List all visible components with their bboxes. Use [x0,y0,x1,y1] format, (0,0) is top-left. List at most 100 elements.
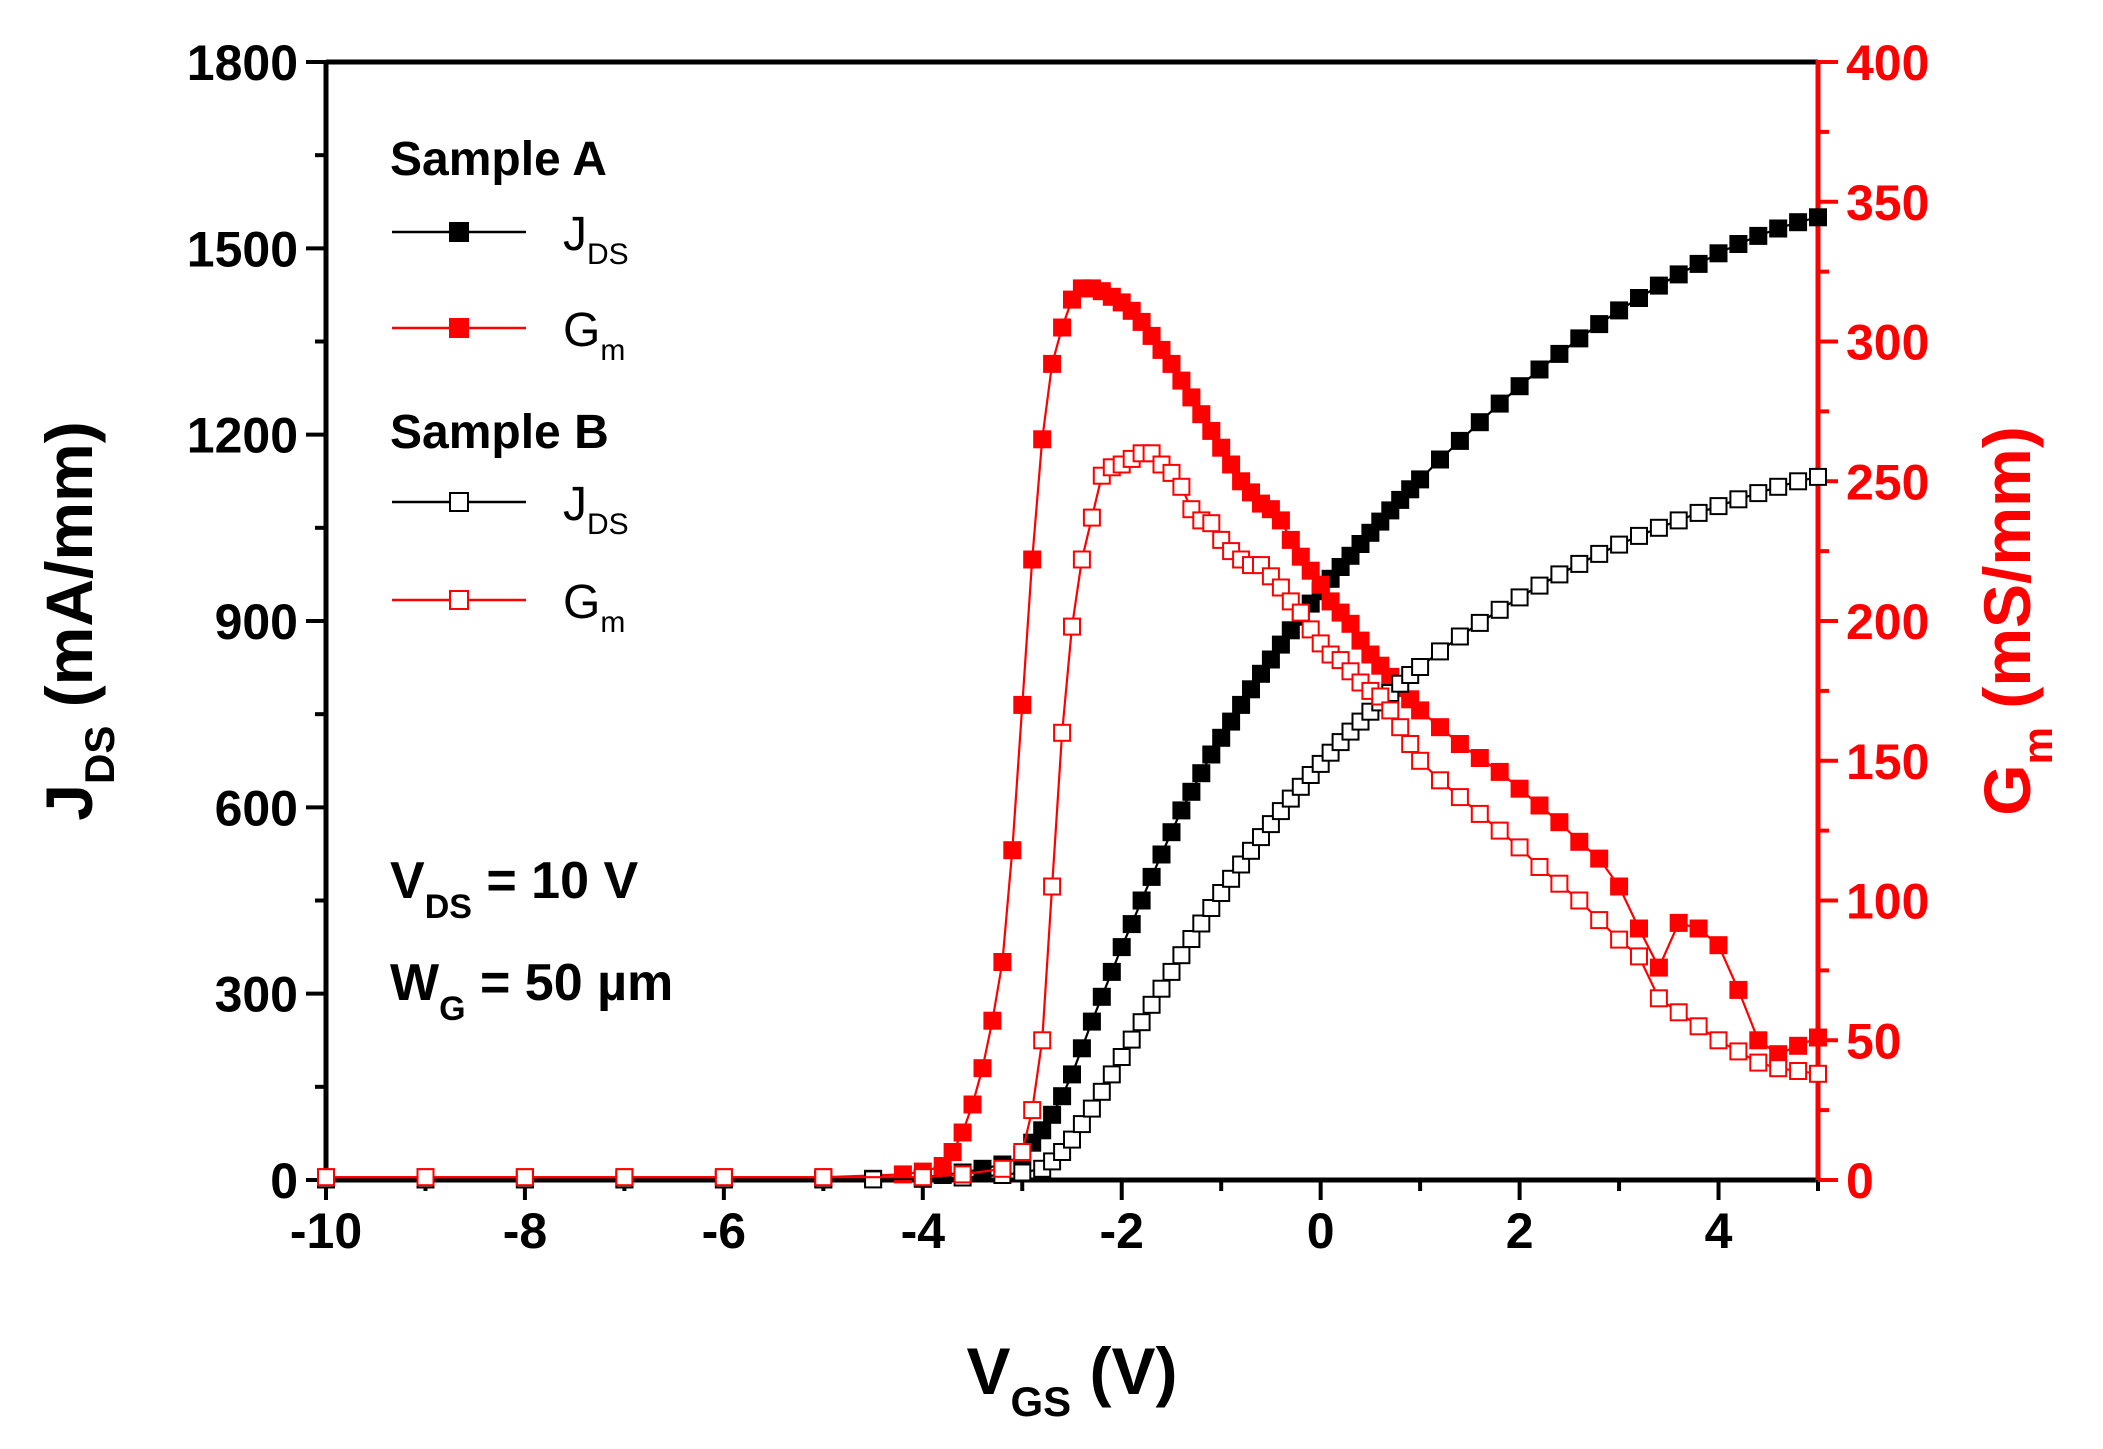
data-point [1132,1013,1151,1032]
data-point [1291,603,1310,622]
data-point [1072,1115,1091,1134]
data-point [1351,631,1370,650]
data-point [1082,1012,1101,1031]
data-point [1570,891,1589,910]
data-point [1132,312,1151,331]
ticks-layer: -10 -8 -6 -4 -2 0 2 4 0 300 600 900 1200 1500 1800 0 50 1… [187,35,1930,1259]
data-point [1610,930,1629,949]
y-left-tick-label: 600 [215,780,298,836]
data-point [1450,431,1469,450]
data-point [1132,891,1151,910]
data-point [416,1168,435,1187]
data-point [1142,995,1161,1014]
data-point [1809,1028,1827,1047]
data-point [1212,728,1231,747]
data-point [1689,1017,1708,1036]
data-point [1142,326,1161,345]
data-point [1769,477,1788,496]
data-point [1162,463,1181,482]
x-tick-label: 2 [1506,1203,1534,1259]
data-point [1033,1121,1052,1140]
data-point [1063,1130,1081,1149]
data-point [1411,701,1430,720]
annotation-wg: WG = 50 µm [390,954,673,1028]
data-point [1689,503,1708,522]
data-point [1122,915,1141,934]
y-right-tick-label: 200 [1846,594,1929,650]
legend: Sample A JDS Gm Sample B JDS Gm [390,133,629,639]
y-axis-title-right: Gm (mS/mm) [1970,426,2061,815]
data-point [1450,627,1469,646]
data-point [1053,318,1072,337]
legend-label-a-gm: Gm [563,304,625,367]
series-line [326,216,1819,1181]
data-point [1490,394,1509,413]
series-3 [317,444,1827,1187]
data-point [1689,919,1708,938]
data-point [1013,1143,1032,1161]
data-point [1082,1099,1101,1118]
y-left-tick-label: 1800 [187,35,298,91]
data-point [1092,1082,1111,1101]
data-point [1043,1105,1062,1124]
data-point [1102,1065,1121,1084]
data-point [1063,617,1081,636]
data-point [1649,989,1668,1008]
data-point [1669,511,1688,530]
data-point [1729,490,1748,509]
data-point [1152,845,1171,864]
data-point [1610,877,1629,896]
data-point [1630,947,1648,966]
data-point [1092,987,1111,1006]
legend-label-a-jds: JDS [563,208,629,271]
data-point [1649,518,1668,537]
data-point [1431,450,1449,469]
data-point [1172,946,1191,965]
data-point [1242,841,1260,860]
data-point [1789,1062,1808,1080]
x-axis-title: VGS (V) [966,1334,1177,1425]
y-right-tick-label: 100 [1846,874,1929,930]
annotation-vds: VDS = 10 V [390,852,638,926]
y-left-tick-label: 0 [270,1153,298,1209]
data-point [1510,779,1529,798]
data-point [1809,1064,1827,1083]
data-point [1212,438,1231,457]
y-right-tick-label: 0 [1846,1153,1874,1209]
data-point [1749,1053,1768,1072]
x-tick-label: -8 [503,1203,547,1259]
data-point [1809,208,1827,227]
data-point [1311,575,1330,594]
data-point [515,1168,534,1187]
legend-marker-a-gm [449,318,469,338]
data-point [1550,813,1569,832]
data-point [1530,796,1549,815]
data-point [1729,980,1748,999]
data-point [953,1123,972,1142]
data-point [1142,867,1161,886]
data-point [1769,219,1788,238]
data-point [1789,213,1808,232]
data-point [1809,467,1827,486]
data-point [1669,913,1688,932]
data-point [1162,354,1181,373]
data-point [1072,1039,1091,1058]
data-point [1401,735,1420,753]
data-point [1192,764,1211,783]
data-point [1490,821,1509,840]
y-right-tick-label: 350 [1846,175,1929,231]
x-tick-label: 4 [1705,1203,1733,1259]
data-point [1242,680,1260,699]
data-point [1023,1101,1042,1120]
legend-title-sample-b: Sample B [390,406,609,459]
data-point [1301,561,1320,580]
data-point [714,1168,733,1187]
data-point [1550,874,1569,893]
series-2 [317,467,1827,1189]
data-point [1202,899,1221,917]
data-point [864,1170,883,1189]
data-point [1152,979,1171,998]
series-0 [317,208,1827,1189]
data-point [943,1143,962,1161]
data-point [953,1165,972,1184]
